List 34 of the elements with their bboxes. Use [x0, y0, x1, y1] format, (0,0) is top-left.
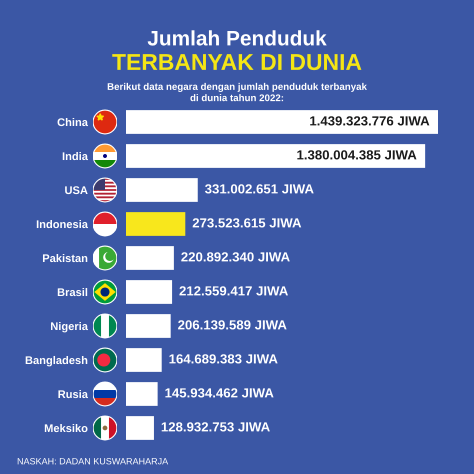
- data-label: 273.523.615 JIWA: [192, 218, 302, 228]
- bar: [126, 280, 172, 304]
- y-tick-label: China: [58, 118, 88, 126]
- data-label: 212.559.417 JIWA: [179, 286, 288, 296]
- data-label: 1.380.004.385 JIWA: [297, 150, 416, 160]
- chart-title: Jumlah Penduduk: [148, 30, 327, 46]
- y-tick-label: Indonesia: [36, 220, 88, 228]
- data-label: 1.439.323.776 JIWA: [310, 116, 430, 126]
- y-tick-label: Nigeria: [51, 322, 88, 332]
- data-label: 164.689.383 JIWA: [169, 354, 278, 364]
- bar: [126, 144, 426, 168]
- y-tick-label: Rusia: [58, 390, 88, 398]
- bar: [126, 314, 171, 338]
- bar: [126, 110, 438, 134]
- bar: [126, 178, 198, 202]
- data-label: 145.934.462 JIWA: [165, 388, 274, 398]
- bar: [126, 212, 186, 236]
- bar: [126, 382, 158, 406]
- y-tick-label: Bangladesh: [26, 356, 88, 366]
- y-tick-label: Pakistan: [42, 254, 88, 262]
- chart-subtitle: TERBANYAK DI DUNIA: [112, 54, 362, 70]
- data-label: 220.892.340 JIWA: [181, 252, 290, 262]
- y-tick-label: India: [62, 152, 88, 160]
- text: NASKAH: DADAN KUSWARAHARJA: [18, 458, 168, 464]
- y-tick-label: Brasil: [58, 288, 88, 296]
- text: Berikut data negara dengan jumlah penduduk terbanyak di dunia tahun 2022:: [108, 82, 367, 102]
- bar: [126, 416, 154, 440]
- y-tick-label: USA: [65, 186, 88, 194]
- y-tick-label: Meksiko: [44, 424, 88, 432]
- data-label: 206.139.589 JIWA: [178, 320, 287, 330]
- data-label: 331.002.651 JIWA: [205, 184, 314, 194]
- data-label: 128.932.753 JIWA: [162, 422, 270, 432]
- bar: [126, 348, 162, 372]
- bar: [126, 246, 174, 270]
